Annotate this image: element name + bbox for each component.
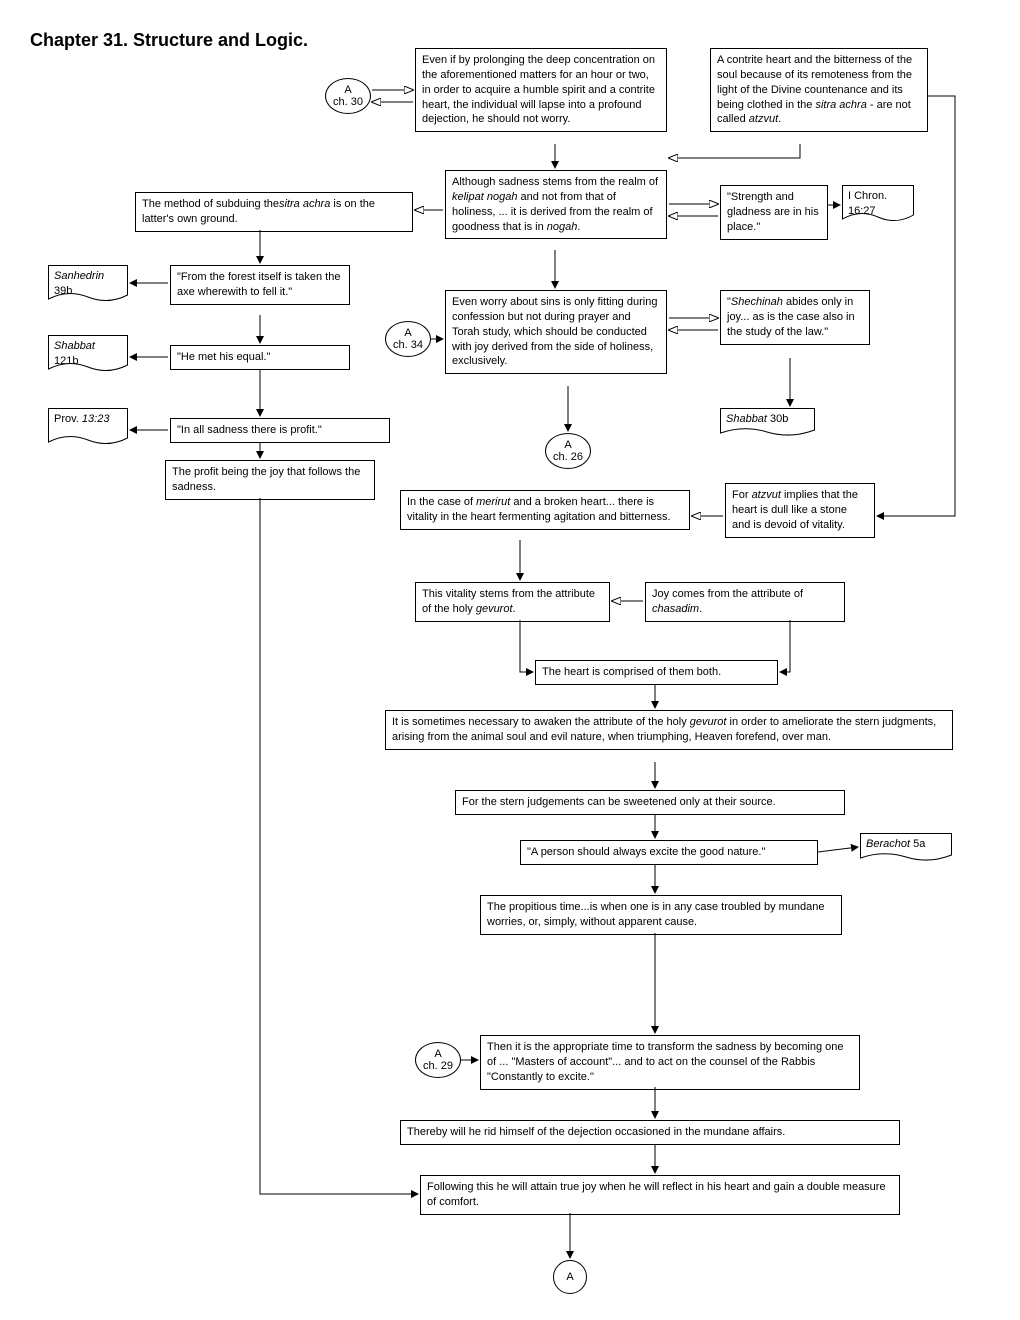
box-b1: Even if by prolonging the deep concentra… <box>415 48 667 132</box>
t: Although sadness stems from the realm of <box>452 176 658 188</box>
t: chasadim <box>652 603 699 615</box>
box-b23: Following this he will attain true joy w… <box>420 1175 900 1215</box>
box-b4: "Strength and gladness are in his place.… <box>720 185 828 240</box>
circle-label: Ach. 29 <box>423 1048 453 1072</box>
t: nogah <box>547 221 578 233</box>
box-b13: For atzvut implies that the heart is dul… <box>725 483 875 538</box>
t: atzvut <box>749 113 778 125</box>
box-b16: The heart is comprised of them both. <box>535 660 778 685</box>
t: 13:23 <box>82 413 110 425</box>
t: atzvut <box>752 489 781 501</box>
t: merirut <box>476 496 510 508</box>
box-b2: A contrite heart and the bitterness of t… <box>710 48 928 132</box>
t: Shabbat <box>54 340 95 352</box>
t: sitra achra <box>279 198 330 210</box>
box-b7: "He met his equal." <box>170 345 350 370</box>
doc-berachot: Berachot 5a <box>860 833 952 863</box>
circle-label: Ach. 30 <box>333 84 363 108</box>
t: Joy comes from the attribute of <box>652 588 803 600</box>
box-b15: Joy comes from the attribute of chasadim… <box>645 582 845 622</box>
circle-label: Ach. 34 <box>393 327 423 351</box>
circle-a29: Ach. 29 <box>415 1042 461 1078</box>
t: It is sometimes necessary to awaken the … <box>392 716 690 728</box>
box-b5: The method of subduing thesitra achra is… <box>135 192 413 232</box>
t: In the case of <box>407 496 476 508</box>
circle-label: A <box>566 1271 573 1283</box>
page-title: Chapter 31. Structure and Logic. <box>30 30 308 51</box>
box-b10: Even worry about sins is only fitting du… <box>445 290 667 374</box>
t: The method of subduing the <box>142 198 279 210</box>
doc-sanhedrin: Sanhedrin 39b <box>48 265 128 305</box>
box-b14: This vitality stems from the attribute o… <box>415 582 610 622</box>
circle-a-end: A <box>553 1260 587 1294</box>
t: Sanhedrin <box>54 270 104 282</box>
t: 39b <box>54 285 72 297</box>
t: 30b <box>767 413 788 425</box>
circle-a26: Ach. 26 <box>545 433 591 469</box>
t: Shechinah <box>731 296 783 308</box>
t: 5a <box>910 838 925 850</box>
doc-shabbat-121b: Shabbat 121b <box>48 335 128 375</box>
box-b19: "A person should always excite the good … <box>520 840 818 865</box>
box-b17: It is sometimes necessary to awaken the … <box>385 710 953 750</box>
doc-shabbat-30b: Shabbat 30b <box>720 408 815 438</box>
t: For <box>732 489 752 501</box>
t: kelipat nogah <box>452 191 517 203</box>
t: Berachot <box>866 838 910 850</box>
box-b20: The propitious time...is when one is in … <box>480 895 842 935</box>
box-b8: "In all sadness there is profit." <box>170 418 390 443</box>
box-b11: "Shechinah abides only in joy... as is t… <box>720 290 870 345</box>
t: 121b <box>54 355 78 367</box>
box-b9: The profit being the joy that follows th… <box>165 460 375 500</box>
t: gevurot <box>476 603 513 615</box>
t: . <box>577 221 580 233</box>
t: . <box>778 113 781 125</box>
circle-label: Ach. 26 <box>553 439 583 463</box>
t: gevurot <box>690 716 727 728</box>
box-b12: In the case of merirut and a broken hear… <box>400 490 690 530</box>
box-b6: "From the forest itself is taken the axe… <box>170 265 350 305</box>
circle-a30: Ach. 30 <box>325 78 371 114</box>
t: . <box>513 603 516 615</box>
t: . <box>699 603 702 615</box>
t: I Chron. 16:27 <box>848 190 887 217</box>
t: Prov. <box>54 413 82 425</box>
box-b18: For the stern judgements can be sweetene… <box>455 790 845 815</box>
circle-a34: Ach. 34 <box>385 321 431 357</box>
doc-prov: Prov. 13:23 <box>48 408 128 448</box>
t: Shabbat <box>726 413 767 425</box>
t: sitra achra <box>815 99 866 111</box>
box-b21: Then it is the appropriate time to trans… <box>480 1035 860 1090</box>
doc-chron: I Chron. 16:27 <box>842 185 914 225</box>
box-b3: Although sadness stems from the realm of… <box>445 170 667 239</box>
box-b22: Thereby will he rid himself of the dejec… <box>400 1120 900 1145</box>
